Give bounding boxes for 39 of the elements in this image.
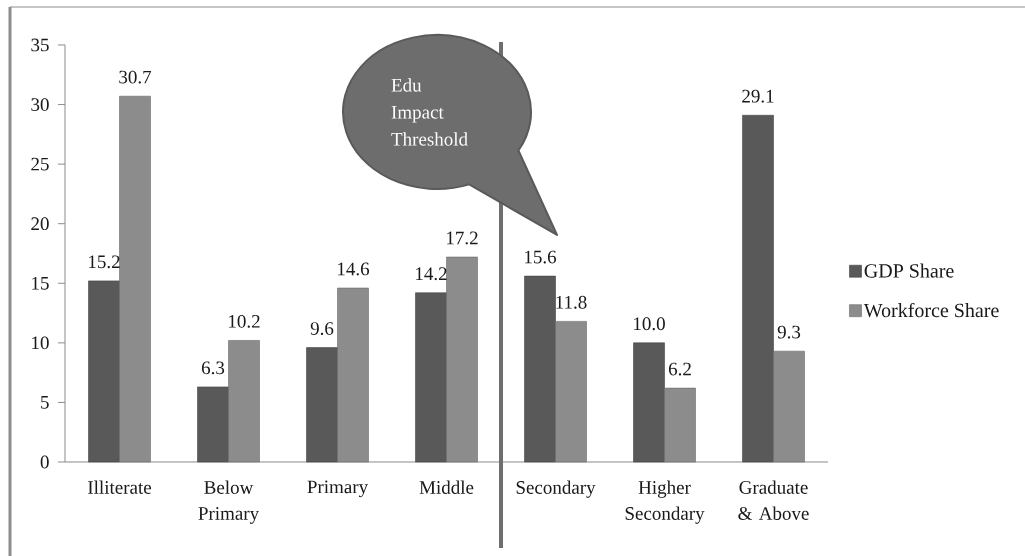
data-label: 30.7 xyxy=(119,70,152,84)
y-tick-label: 5 xyxy=(41,396,49,409)
bar xyxy=(88,280,120,463)
x-tick-label: Below Primary xyxy=(198,480,260,524)
x-tick-label: Higher Secondary xyxy=(625,480,705,524)
data-label: 14.6 xyxy=(338,262,370,276)
x-tick-label: Graduate & Above xyxy=(738,480,809,520)
data-label: 10.0 xyxy=(634,317,665,331)
bar xyxy=(742,114,774,463)
x-tick-label: Secondary xyxy=(516,480,596,498)
data-label: 15.2 xyxy=(89,255,120,269)
y-tick-label: 35 xyxy=(31,38,49,52)
data-label: 9.6 xyxy=(310,322,334,335)
bar xyxy=(306,347,338,463)
bar xyxy=(633,342,665,463)
data-label: 6.3 xyxy=(201,361,225,375)
annotation: Edu Impact Threshold xyxy=(391,78,468,146)
y-tick-label: 20 xyxy=(31,217,49,231)
bar xyxy=(415,292,447,463)
data-label: 14.2 xyxy=(416,267,447,281)
data-label: 6.2 xyxy=(668,362,691,376)
y-tick-label: 0 xyxy=(40,455,49,469)
data-label: 15.6 xyxy=(525,250,557,264)
y-tick-label: 15 xyxy=(32,276,49,290)
legend-label: Workforce Share xyxy=(863,302,999,318)
bar xyxy=(197,386,229,463)
y-tick-label: 30 xyxy=(31,98,49,111)
data-label: 10.2 xyxy=(229,314,260,328)
data-label: 9.3 xyxy=(777,325,801,339)
y-tick-label: 10 xyxy=(32,336,49,350)
y-tick-label: 25 xyxy=(31,157,49,171)
data-label: 29.1 xyxy=(742,89,774,103)
bar xyxy=(524,275,556,463)
data-label: 11.8 xyxy=(556,295,587,309)
x-tick-label: Illiterate xyxy=(88,480,152,494)
data-label: 17.2 xyxy=(447,231,478,245)
x-tick-label: Middle xyxy=(419,480,474,494)
legend-label: GDP Share xyxy=(864,263,954,278)
x-tick-label: Primary xyxy=(307,480,369,498)
